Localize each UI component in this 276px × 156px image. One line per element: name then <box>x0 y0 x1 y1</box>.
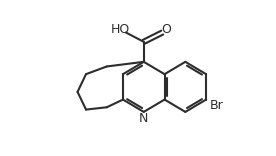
Text: N: N <box>139 112 148 125</box>
Text: Br: Br <box>210 99 224 112</box>
Text: O: O <box>161 23 171 36</box>
Text: HO: HO <box>110 23 129 36</box>
